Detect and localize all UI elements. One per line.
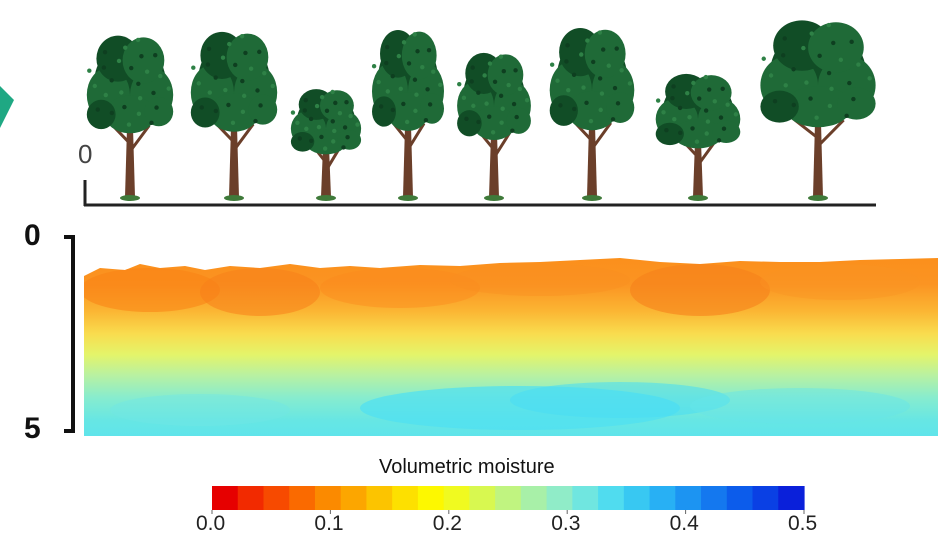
tree-icon: [655, 73, 741, 201]
colorbar-segment: [623, 486, 651, 510]
colorbar-segment: [263, 486, 290, 510]
colorbar-segment: [752, 486, 779, 510]
colorbar-ticks: [211, 510, 805, 514]
colorbar-segment: [572, 486, 599, 510]
colorbar-segment: [366, 486, 393, 510]
colorbar-segment: [340, 486, 368, 510]
colorbar-segment: [675, 486, 702, 510]
colorbar-segment: [495, 486, 522, 510]
tree-icon: [760, 20, 876, 201]
colorbar-segment: [417, 486, 445, 510]
colorbar-segment: [598, 486, 625, 510]
colorbar-tick-label: 0.1: [314, 512, 344, 535]
colorbar-tick-label: 0.5: [788, 512, 818, 535]
colorbar-segment: [778, 486, 805, 510]
colorbar-segment: [469, 486, 496, 510]
moisture-colorbar: [212, 486, 805, 510]
tree-icon: [86, 35, 174, 201]
depth-top-label: 0: [24, 219, 41, 252]
moisture-field: [84, 258, 938, 436]
colorbar-tick-label: 0.4: [669, 512, 699, 535]
tree-icon: [457, 52, 531, 201]
tree-icon: [190, 31, 278, 201]
colorbar-segment: [443, 486, 470, 510]
colorbar-segment: [520, 486, 548, 510]
colorbar-segment: [289, 486, 316, 510]
pointer-arrow-icon: [0, 86, 14, 128]
depth-bottom-label: 5: [24, 412, 41, 445]
surface-zero-label: 0: [78, 139, 93, 169]
colorbar-title: Volumetric moisture: [379, 456, 555, 478]
colorbar-segment: [392, 486, 419, 510]
tree-row: [86, 20, 876, 201]
colorbar-segment: [314, 486, 342, 510]
colorbar-segment: [649, 486, 676, 510]
colorbar-segment: [212, 486, 239, 510]
colorbar-tick-label: 0.3: [551, 512, 581, 535]
tree-icon: [549, 28, 635, 201]
colorbar-tick-label: 0.0: [196, 512, 226, 535]
tree-icon: [290, 89, 362, 201]
colorbar-segment: [701, 486, 728, 510]
depth-axis: [64, 235, 75, 433]
colorbar-tick-label: 0.2: [432, 512, 462, 535]
colorbar-segment: [237, 486, 265, 510]
colorbar-segment: [726, 486, 754, 510]
tree-icon: [371, 29, 444, 201]
colorbar-segment: [546, 486, 573, 510]
